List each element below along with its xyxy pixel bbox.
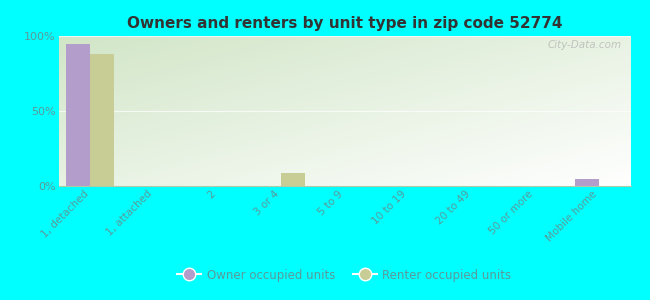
- Text: City-Data.com: City-Data.com: [548, 40, 622, 50]
- Title: Owners and renters by unit type in zip code 52774: Owners and renters by unit type in zip c…: [127, 16, 562, 31]
- Bar: [66, 44, 90, 186]
- Bar: [281, 172, 305, 186]
- Bar: [575, 178, 599, 186]
- Legend: Owner occupied units, Renter occupied units: Owner occupied units, Renter occupied un…: [173, 264, 516, 286]
- Bar: [90, 54, 114, 186]
